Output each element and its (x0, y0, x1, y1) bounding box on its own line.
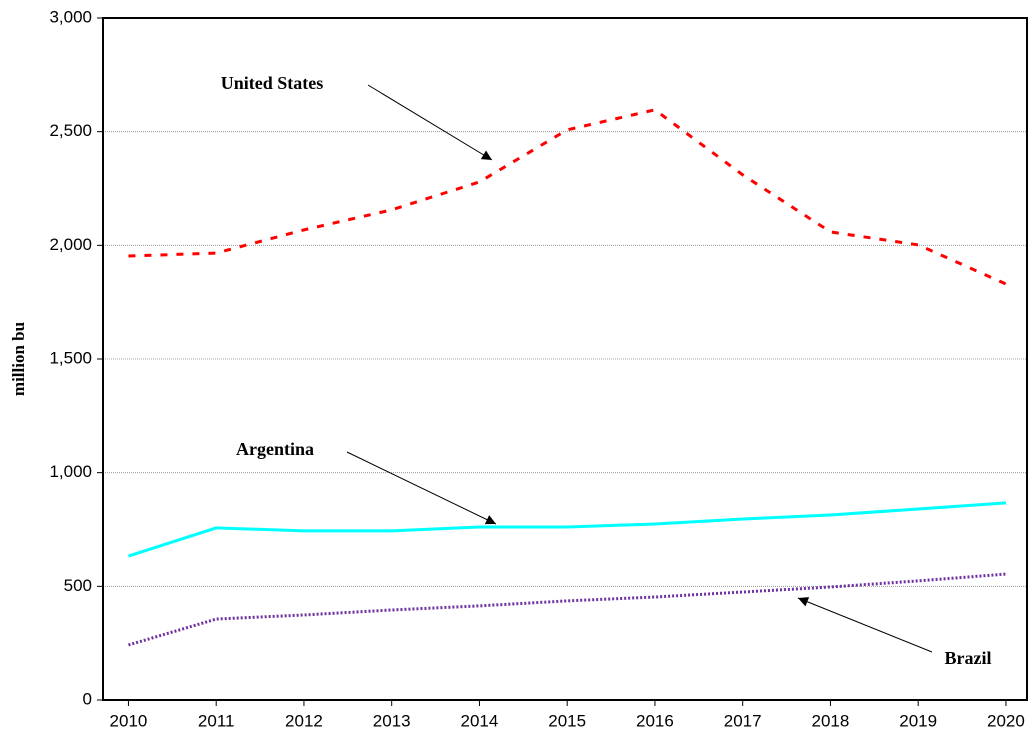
annotation-arrow (797, 597, 933, 653)
annotation-arrow (367, 84, 493, 161)
series-annotation: Argentina (236, 439, 314, 459)
annotation-arrow (346, 451, 497, 525)
x-tick-label: 2012 (285, 711, 323, 730)
y-tick-label: 3,000 (49, 7, 92, 26)
x-tick-label: 2017 (724, 711, 762, 730)
series-line (128, 108, 1007, 286)
plot-frame (102, 17, 1028, 701)
x-tick-label: 2011 (198, 711, 235, 730)
x-tick-label: 2020 (987, 711, 1025, 730)
y-tick-label: 2,000 (49, 235, 92, 254)
y-tick-label: 2,500 (49, 121, 92, 140)
y-tick-label: 0 (83, 689, 92, 708)
x-tick-label: 2015 (548, 711, 586, 730)
y-tick-label: 1,000 (49, 462, 92, 481)
x-tick-label: 2014 (461, 711, 499, 730)
series-line (128, 572, 1007, 647)
y-tick-label: 500 (64, 576, 92, 595)
x-tick-label: 2018 (812, 711, 850, 730)
y-axis-label: million bu (9, 322, 28, 396)
x-tick-label: 2013 (373, 711, 411, 730)
series-annotation: Brazil (945, 648, 992, 668)
x-tick-label: 2010 (110, 711, 148, 730)
x-tick-label: 2019 (899, 711, 937, 730)
x-tick-label: 2016 (636, 711, 674, 730)
y-tick-label: 1,500 (49, 348, 92, 367)
series-annotation: United States (221, 73, 324, 93)
series-line (127, 501, 1007, 558)
